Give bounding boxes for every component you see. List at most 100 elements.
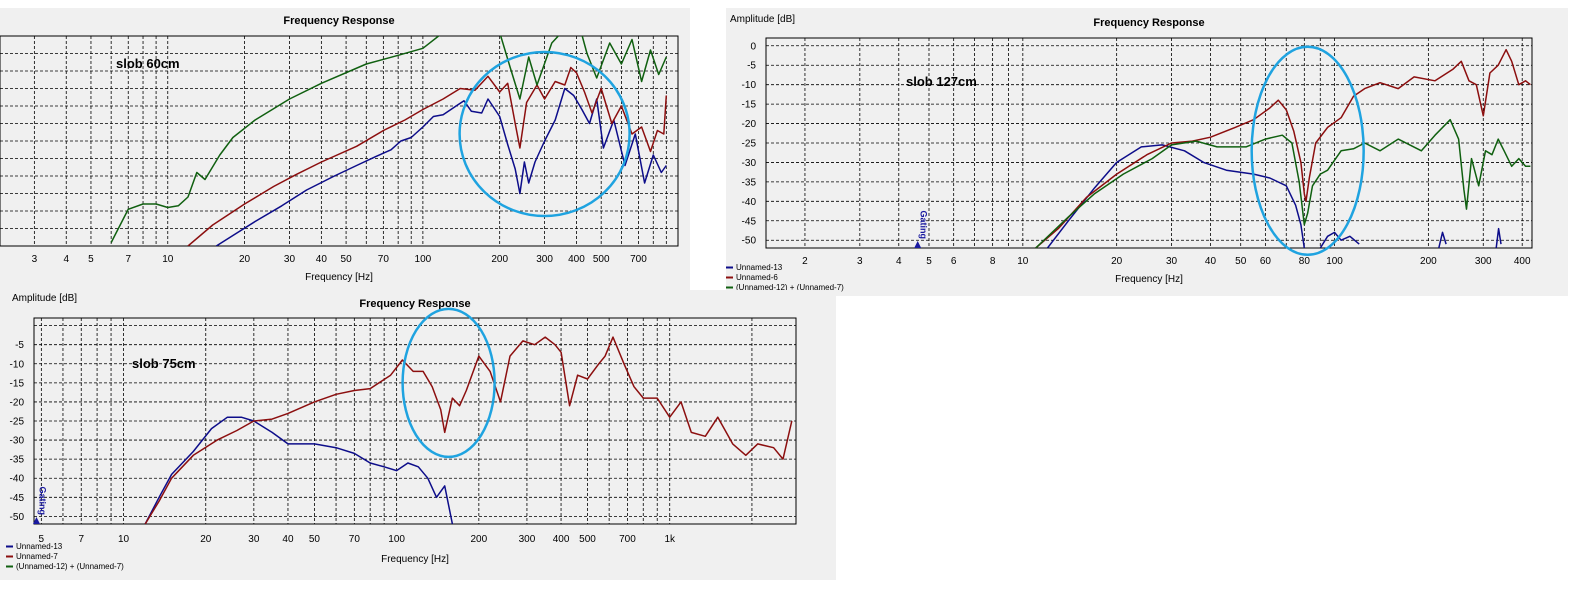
x-tick-label: 4: [63, 254, 69, 265]
x-tick-label: 40: [1205, 256, 1217, 267]
legend-entry: (Unnamed-12) + (Unnamed-7): [736, 283, 844, 292]
chart-title: Frequency Response: [283, 15, 394, 27]
x-tick-label: 700: [630, 254, 647, 265]
y-tick-label: -50: [10, 512, 25, 523]
x-tick-label: 200: [1420, 256, 1437, 267]
annotation-label: slob 75cm: [132, 356, 196, 371]
x-tick-label: 50: [309, 534, 321, 545]
y-tick-label: -5: [747, 61, 756, 72]
legend-entry: Unnamed-6: [736, 273, 778, 282]
chart-panel-slob-60cm: Frequency Response Frequency [Hz] 3 4 5 7 10 20…: [0, 8, 690, 290]
x-tick-label: 4: [896, 256, 902, 267]
x-tick-label: 10: [1017, 256, 1029, 267]
y-tick-label: -15: [742, 100, 757, 111]
series-line-2: [1035, 48, 1531, 248]
x-tick-label: 5: [926, 256, 932, 267]
x-tick-label: 70: [349, 534, 361, 545]
x-tick-label: 40: [316, 254, 328, 265]
x-tick-label: 100: [388, 534, 405, 545]
chart-panel-slob-127cm: Frequency Response Frequency [Hz] Amplitud…: [726, 8, 1568, 296]
y-tick-label: -45: [742, 216, 757, 227]
x-tick-label: 20: [239, 254, 251, 265]
gating-label: Gating: [919, 211, 929, 240]
x-tick-label: 30: [284, 254, 296, 265]
annotation-label: slob 127cm: [906, 74, 977, 89]
x-tick-label: 20: [200, 534, 212, 545]
x-tick-label: 500: [593, 254, 610, 265]
x-axis-label: Frequency [Hz]: [381, 554, 449, 565]
y-tick-label: -40: [742, 197, 757, 208]
series-line-1: [144, 416, 454, 524]
y-tick-label: -20: [10, 397, 25, 408]
x-tick-label: 5: [39, 534, 45, 545]
x-tick-label: 500: [579, 534, 596, 545]
gating-marker-icon: [914, 241, 922, 248]
x-tick-label: 8: [990, 256, 996, 267]
x-tick-label: 200: [470, 534, 487, 545]
x-tick-label: 7: [125, 254, 131, 265]
y-tick-label: -35: [742, 177, 757, 188]
chart-panel-slob-75cm: Frequency Response Frequency [Hz] Amplitud…: [0, 290, 836, 580]
y-tick-label: -25: [742, 139, 757, 150]
x-axis-label: Frequency [Hz]: [1115, 274, 1183, 285]
x-axis-label: Frequency [Hz]: [305, 272, 373, 283]
x-tick-label: 10: [162, 254, 174, 265]
legend-entry: Unnamed-13: [736, 263, 783, 272]
x-tick-label: 20: [1111, 256, 1123, 267]
gating-label: Gating: [37, 487, 47, 516]
y-tick-label: -25: [10, 417, 25, 428]
series-line-1: [215, 87, 667, 246]
x-tick-label: 70: [378, 254, 390, 265]
chart-title: Frequency Response: [359, 298, 470, 310]
y-tick-label: -50: [742, 236, 757, 247]
y-tick-label: -10: [742, 80, 757, 91]
x-tick-label: 300: [519, 534, 536, 545]
x-tick-label: 40: [282, 534, 294, 545]
legend-entry: Unnamed-13: [16, 542, 63, 551]
annotation-label: slob 60cm: [116, 56, 180, 71]
series-line-2: [187, 66, 668, 246]
series-line-3: [110, 36, 667, 243]
x-tick-label: 3: [32, 254, 38, 265]
highlight-circle: [1250, 45, 1365, 257]
legend-entry: (Unnamed-12) + (Unnamed-7): [16, 562, 124, 571]
series-line-1: [1319, 231, 1360, 248]
x-tick-label: 300: [1475, 256, 1492, 267]
series-line-2: [144, 336, 793, 524]
x-tick-label: 400: [1514, 256, 1531, 267]
legend-entry: Unnamed-7: [16, 552, 58, 561]
x-tick-label: 1k: [664, 534, 676, 545]
y-tick-label: -5: [15, 340, 24, 351]
series-line-1: [1438, 231, 1447, 248]
highlight-circle: [458, 50, 631, 218]
y-tick-label: 0: [750, 41, 756, 52]
x-tick-label: 3: [857, 256, 863, 267]
highlight-circle: [401, 307, 496, 459]
y-tick-label: -35: [10, 455, 25, 466]
y-tick-label: -10: [10, 359, 25, 370]
x-tick-label: 50: [341, 254, 353, 265]
y-tick-label: -30: [10, 436, 25, 447]
x-tick-label: 700: [619, 534, 636, 545]
x-tick-label: 5: [88, 254, 94, 265]
y-tick-label: -15: [10, 378, 25, 389]
y-axis-label: Amplitude [dB]: [730, 14, 795, 25]
y-axis-label: Amplitude [dB]: [12, 293, 77, 304]
x-tick-label: 30: [1166, 256, 1178, 267]
x-tick-label: 6: [951, 256, 957, 267]
x-tick-label: 7: [78, 534, 84, 545]
series-line-1: [1046, 144, 1306, 248]
x-tick-label: 200: [491, 254, 508, 265]
y-tick-label: -45: [10, 493, 25, 504]
x-tick-label: 50: [1235, 256, 1247, 267]
x-tick-label: 10: [118, 534, 130, 545]
x-tick-label: 30: [248, 534, 260, 545]
x-tick-label: 60: [1260, 256, 1272, 267]
x-tick-label: 400: [568, 254, 585, 265]
x-tick-label: 300: [536, 254, 553, 265]
gating-marker-icon: [32, 517, 40, 524]
frequency-response-chart-3: Frequency Response Frequency [Hz] Amplitud…: [6, 293, 797, 571]
frequency-response-chart-2: Frequency Response Frequency [Hz] Amplitud…: [726, 14, 1533, 292]
chart-title: Frequency Response: [1093, 17, 1204, 29]
y-tick-label: -40: [10, 474, 25, 485]
